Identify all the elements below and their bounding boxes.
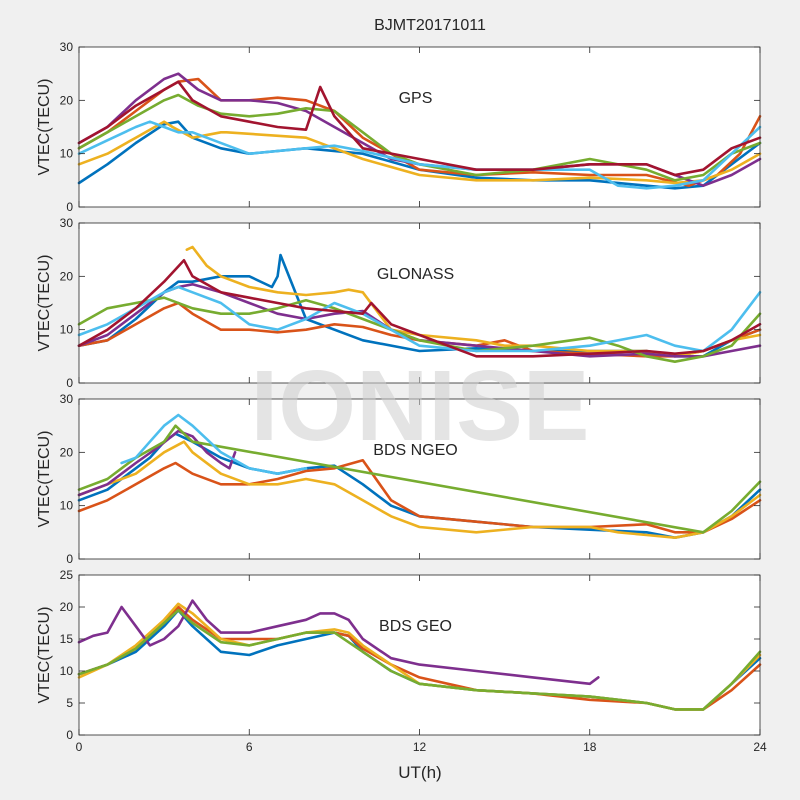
series-line-1 [77,459,762,534]
y-axis-label: VTEC(TECU) [36,607,53,704]
panel-1: 0 10 20 30 VTEC(TECU) GLONASS [36,216,762,390]
x-tick-label: 12 [413,740,427,754]
series-line-5 [77,120,762,190]
y-tick-label: 0 [66,376,73,390]
panel-label: BDS GEO [379,618,452,635]
y-tick-label: 5 [66,696,73,710]
x-axis-label: UT(h) [398,763,441,782]
series-line-5 [120,413,308,475]
series-line-2 [77,120,762,185]
panel-label: GLONASS [377,266,454,283]
watermark-text: IONISE [251,350,590,462]
panel-2: 0 10 20 30 VTEC(TECU) BDS NGEO [36,392,762,566]
figure-title: BJMT20171011 [374,17,486,34]
y-tick-label: 20 [60,93,74,107]
y-tick-label: 30 [60,216,74,230]
panels: 0 10 20 30 VTEC(TECU) GPS 0 10 20 30 VTEC(TECU) GLO… [36,40,767,754]
y-tick-label: 15 [60,632,74,646]
plot-area [79,47,760,207]
series-line-4 [77,93,762,182]
series-line-4 [77,424,762,534]
x-tick-label: 18 [583,740,597,754]
panel-label: GPS [399,90,433,107]
y-axis-label: VTEC(TECU) [36,431,53,528]
y-tick-label: 20 [60,269,74,283]
series-line-2 [77,440,762,539]
series-line-4 [77,608,762,711]
x-tick-label: 0 [76,740,83,754]
y-tick-label: 30 [60,392,74,406]
y-tick-label: 30 [60,40,74,54]
y-tick-label: 25 [60,568,74,582]
x-tick-label: 6 [246,740,253,754]
series-line-3 [77,599,600,686]
panel-0: 0 10 20 30 VTEC(TECU) GPS [36,40,762,214]
panel-3: 0 5 10 15 20 25 0 6 12 18 24 VTEC(TECU) BDS GEO [36,568,767,754]
y-axis-label: VTEC(TECU) [36,255,53,352]
y-tick-label: 20 [60,445,74,459]
x-tick-label: 24 [753,740,767,754]
y-tick-label: 10 [60,323,74,337]
series-line-6 [77,259,762,358]
plot-area [79,575,760,735]
y-tick-label: 0 [66,552,73,566]
series-line-0 [77,120,762,190]
series-line-5 [77,285,762,353]
y-tick-label: 0 [66,200,73,214]
y-tick-label: 0 [66,728,73,742]
series-line-1 [77,301,762,358]
panel-label: BDS NGEO [373,442,457,459]
y-tick-label: 10 [60,147,74,161]
y-tick-label: 10 [60,664,74,678]
y-tick-label: 20 [60,600,74,614]
series-line-6 [77,80,762,177]
series-line-4 [77,296,762,363]
y-tick-label: 10 [60,499,74,513]
y-axis-label: VTEC(TECU) [36,79,53,176]
